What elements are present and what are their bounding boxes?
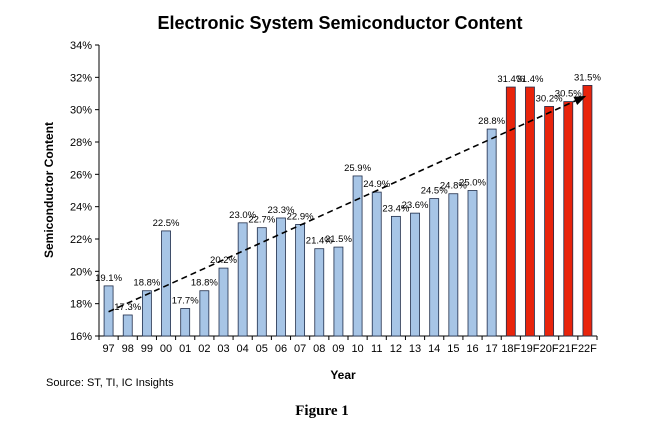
x-tick-label: 12 — [390, 343, 402, 355]
y-tick-label: 34% — [70, 40, 92, 52]
bar — [180, 308, 191, 337]
figure-caption: Figure 1 — [295, 403, 348, 419]
data-label: 22.9% — [287, 211, 314, 222]
y-axis-title: Semiconductor Content — [42, 122, 56, 258]
x-tick-label: 97 — [102, 343, 114, 355]
data-label: 24.5% — [421, 186, 448, 197]
data-label: 30.2% — [536, 93, 563, 104]
chart-title: Electronic System Semiconductor Content — [157, 13, 522, 33]
data-label: 25.9% — [344, 163, 371, 174]
data-label: 22.7% — [248, 215, 275, 226]
x-tick-label: 00 — [160, 343, 172, 355]
data-label: 21.5% — [325, 234, 352, 245]
bar — [371, 191, 382, 337]
y-tick-label: 32% — [70, 72, 92, 84]
x-tick-label: 14 — [428, 343, 440, 355]
bar — [218, 267, 229, 337]
x-tick-label: 16 — [466, 343, 478, 355]
data-label: 31.4% — [516, 74, 543, 85]
x-tick-label: 03 — [217, 343, 229, 355]
x-tick-label: 08 — [313, 343, 325, 355]
data-label: 24.9% — [363, 179, 390, 190]
x-tick-label: 07 — [294, 343, 306, 355]
x-tick-label: 21F — [559, 343, 578, 355]
x-tick-label: 05 — [256, 343, 268, 355]
x-tick-label: 06 — [275, 343, 287, 355]
y-tick-label: 30% — [70, 105, 92, 117]
bar — [582, 85, 593, 337]
bar — [314, 248, 325, 337]
x-tick-label: 19F — [520, 343, 539, 355]
bar — [429, 198, 440, 337]
trend-arrowhead — [573, 95, 587, 105]
data-label: 21.4% — [306, 236, 333, 247]
data-label: 19.1% — [95, 273, 122, 284]
x-tick-label: 20F — [540, 343, 559, 355]
x-tick-label: 10 — [351, 343, 363, 355]
data-label: 20.2% — [210, 255, 237, 266]
bar — [295, 224, 306, 337]
data-label: 30.5% — [555, 89, 582, 100]
bar — [448, 193, 459, 337]
data-label: 17.3% — [114, 302, 141, 313]
data-label: 23.3% — [267, 205, 294, 216]
y-tick-label: 20% — [70, 266, 92, 278]
data-label: 23.6% — [402, 200, 429, 211]
bar — [505, 86, 516, 337]
x-tick-label: 13 — [409, 343, 421, 355]
plot-area: 16% 18% 20% 22% 24% 26% 28% 30% 32% 34% 97 98 99 00 01… — [70, 40, 601, 355]
bar — [237, 222, 248, 337]
data-label: 18.8% — [191, 278, 218, 289]
bar — [390, 215, 401, 337]
bar — [333, 246, 344, 337]
x-tick-label: 01 — [179, 343, 191, 355]
trend-line — [108, 96, 585, 313]
data-label: 24.8% — [440, 181, 467, 192]
data-label: 28.8% — [478, 116, 505, 127]
data-label: 23.0% — [229, 210, 256, 221]
bar — [525, 86, 535, 337]
bar — [410, 212, 420, 337]
y-tick-label: 16% — [70, 331, 92, 343]
source-note: Source: ST, TI, IC Insights — [46, 377, 174, 389]
bar — [141, 290, 152, 337]
bar — [161, 230, 171, 337]
data-label: 22.5% — [153, 218, 180, 229]
data-label: 23.4% — [382, 203, 409, 214]
x-tick-label: 02 — [198, 343, 210, 355]
bar — [122, 314, 133, 337]
y-tick-label: 22% — [70, 234, 92, 246]
data-label: 17.7% — [172, 296, 199, 307]
data-label: 31.5% — [574, 72, 601, 83]
bar — [486, 128, 497, 337]
data-label: 31.4% — [497, 74, 524, 85]
bar — [199, 290, 210, 337]
y-tick-label: 26% — [70, 169, 92, 181]
data-label: 25.0% — [459, 178, 486, 189]
data-label: 18.8% — [133, 278, 160, 289]
bar — [256, 227, 267, 337]
bar — [563, 101, 574, 337]
y-tick-label: 24% — [70, 202, 92, 214]
bar — [352, 175, 363, 337]
y-tick-label: 18% — [70, 299, 92, 311]
x-tick-label: 15 — [447, 343, 459, 355]
x-tick-label: 17 — [486, 343, 498, 355]
x-tick-label: 11 — [371, 343, 382, 355]
x-axis-title: Year — [330, 368, 356, 382]
x-tick-label: 22F — [578, 343, 597, 355]
bar — [276, 217, 286, 337]
x-tick-label: 18F — [501, 343, 520, 355]
x-tick-label: 98 — [122, 343, 134, 355]
bar — [467, 190, 478, 337]
x-tick-label: 99 — [141, 343, 153, 355]
bar — [544, 106, 555, 337]
x-tick-label: 04 — [237, 343, 249, 355]
y-tick-label: 28% — [70, 137, 92, 149]
x-tick-label: 09 — [332, 343, 344, 355]
